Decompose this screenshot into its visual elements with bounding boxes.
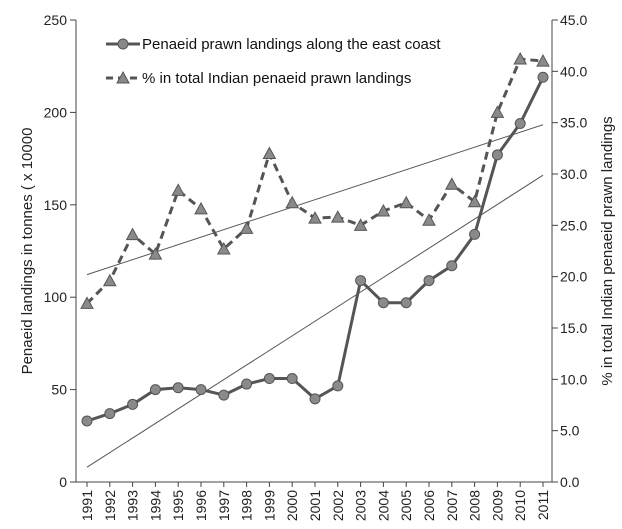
x-tick-label: 2001 xyxy=(307,490,323,521)
x-tick-label: 2002 xyxy=(330,490,346,521)
data-point-marker xyxy=(332,380,344,392)
data-point-marker xyxy=(104,408,116,420)
right-tick-label: 40.0 xyxy=(560,63,587,79)
x-tick-label: 1994 xyxy=(147,490,163,521)
x-tick-label: 1995 xyxy=(170,490,186,521)
right-tick-label: 30.0 xyxy=(560,166,587,182)
x-tick-label: 1998 xyxy=(239,490,255,521)
x-tick-label: 1992 xyxy=(102,490,118,521)
data-point-marker xyxy=(127,398,139,410)
x-tick-label: 1993 xyxy=(125,490,141,521)
left-tick-label: 0 xyxy=(59,474,67,490)
legend-item-landings: Penaeid prawn landings along the east co… xyxy=(106,36,441,53)
data-point-marker xyxy=(490,105,505,118)
x-tick-label: 2004 xyxy=(375,490,391,521)
data-point-marker xyxy=(285,195,300,209)
x-axis-ticks: 1991 1992 1993 1994 1995 1996 1997 1998 1999 2000… xyxy=(79,482,551,521)
data-point-marker xyxy=(422,213,436,226)
data-point-marker xyxy=(491,149,503,161)
data-point-marker xyxy=(172,382,184,394)
x-tick-label: 2000 xyxy=(284,490,300,521)
right-tick-label: 45.0 xyxy=(560,12,587,28)
data-point-marker xyxy=(286,373,298,385)
data-point-marker xyxy=(80,296,94,309)
right-tick-label: 35.0 xyxy=(560,115,587,131)
legend-label-landings: Penaeid prawn landings along the east co… xyxy=(142,36,441,53)
data-point-marker xyxy=(399,195,414,209)
data-point-marker xyxy=(308,211,322,224)
data-point-marker xyxy=(216,241,231,255)
x-tick-label: 2010 xyxy=(512,490,528,521)
data-point-marker xyxy=(263,373,275,385)
left-y-axis-title: Penaeid landings in tonnes ( x 10000 xyxy=(19,128,36,375)
x-tick-label: 1996 xyxy=(193,490,209,521)
right-tick-label: 15.0 xyxy=(560,320,587,336)
data-point-marker xyxy=(171,183,186,196)
x-tick-label: 2007 xyxy=(444,490,460,521)
data-point-marker xyxy=(355,275,367,287)
right-tick-label: 10.0 xyxy=(560,371,587,387)
data-point-marker xyxy=(446,260,458,272)
data-point-marker xyxy=(514,117,526,129)
left-tick-label: 150 xyxy=(44,197,68,213)
series-layer xyxy=(80,51,550,427)
right-tick-label: 25.0 xyxy=(560,217,587,233)
data-point-marker xyxy=(377,297,389,309)
x-tick-label: 1991 xyxy=(79,490,95,521)
legend-item-percent: % in total Indian penaeid prawn landings xyxy=(106,70,411,87)
legend-swatch-percent-marker xyxy=(116,70,130,84)
data-point-marker xyxy=(513,51,528,65)
left-tick-label: 250 xyxy=(44,12,68,28)
x-tick-label: 2005 xyxy=(398,490,414,521)
data-point-marker xyxy=(469,228,481,240)
data-point-marker xyxy=(218,389,230,401)
data-point-marker xyxy=(241,378,253,390)
x-tick-label: 2009 xyxy=(489,490,505,521)
axes xyxy=(75,20,553,483)
legend: Penaeid prawn landings along the east co… xyxy=(106,36,441,87)
data-point-marker xyxy=(125,227,140,241)
data-point-marker xyxy=(195,384,207,396)
data-point-marker xyxy=(148,247,163,260)
x-tick-label: 2006 xyxy=(421,490,437,521)
trendlines xyxy=(86,124,544,468)
trendline xyxy=(86,174,544,468)
x-tick-label: 2011 xyxy=(535,490,551,520)
right-tick-label: 5.0 xyxy=(560,423,580,439)
data-point-marker xyxy=(467,194,482,208)
series-line xyxy=(85,57,544,305)
data-point-marker xyxy=(239,221,254,234)
data-point-marker xyxy=(81,415,93,427)
left-y-axis-ticks: 0 50 100 150 200 250 xyxy=(44,12,76,490)
data-point-marker xyxy=(149,384,161,396)
right-y-axis-title: % in total Indian penaeid prawn landings xyxy=(599,116,616,385)
data-point-marker xyxy=(353,218,368,231)
left-tick-label: 100 xyxy=(44,289,68,305)
legend-label-percent: % in total Indian penaeid prawn landings xyxy=(142,70,411,87)
x-tick-label: 2003 xyxy=(353,490,369,521)
right-y-axis-ticks: 0.0 5.0 10.0 15.0 20.0 25.0 30.0 35.0 40.0 45.0 xyxy=(552,12,587,490)
trendline xyxy=(86,124,544,276)
data-point-marker xyxy=(444,177,459,190)
left-tick-label: 50 xyxy=(51,382,67,398)
data-point-marker xyxy=(423,275,435,287)
data-point-marker xyxy=(262,146,277,159)
data-point-marker xyxy=(536,54,550,67)
data-point-marker xyxy=(309,393,321,405)
x-tick-label: 1999 xyxy=(261,490,277,521)
data-point-marker xyxy=(102,273,117,287)
x-tick-label: 2008 xyxy=(467,490,483,521)
data-point-marker xyxy=(400,297,412,309)
data-point-marker xyxy=(376,203,391,217)
data-point-marker xyxy=(330,210,345,223)
x-tick-label: 1997 xyxy=(216,490,232,521)
right-tick-label: 20.0 xyxy=(560,269,587,285)
right-tick-label: 0.0 xyxy=(560,474,580,490)
legend-swatch-landings-marker xyxy=(117,38,129,50)
data-point-marker xyxy=(537,71,549,83)
data-point-marker xyxy=(194,201,208,215)
left-tick-label: 200 xyxy=(44,104,68,120)
